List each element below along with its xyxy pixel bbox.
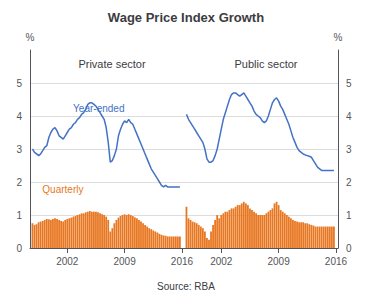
svg-text:1: 1 bbox=[16, 210, 22, 221]
svg-text:1: 1 bbox=[346, 210, 352, 221]
svg-text:%: % bbox=[334, 32, 343, 43]
svg-text:Source: RBA: Source: RBA bbox=[157, 281, 215, 292]
svg-text:2: 2 bbox=[16, 177, 22, 188]
svg-text:%: % bbox=[26, 32, 35, 43]
svg-text:Public sector: Public sector bbox=[235, 58, 298, 70]
svg-text:Quarterly: Quarterly bbox=[42, 184, 83, 195]
svg-text:4: 4 bbox=[16, 111, 22, 122]
svg-text:2016: 2016 bbox=[171, 256, 194, 267]
svg-text:3: 3 bbox=[16, 144, 22, 155]
svg-text:2: 2 bbox=[346, 177, 352, 188]
svg-text:4: 4 bbox=[346, 111, 352, 122]
svg-text:2016: 2016 bbox=[325, 256, 348, 267]
svg-text:5: 5 bbox=[346, 78, 352, 89]
svg-text:Private sector: Private sector bbox=[78, 58, 146, 70]
svg-text:0: 0 bbox=[346, 243, 352, 254]
svg-text:2002: 2002 bbox=[210, 256, 233, 267]
svg-text:5: 5 bbox=[16, 78, 22, 89]
svg-text:2002: 2002 bbox=[56, 256, 79, 267]
svg-text:3: 3 bbox=[346, 144, 352, 155]
svg-text:0: 0 bbox=[16, 243, 22, 254]
svg-text:Wage Price Index Growth: Wage Price Index Growth bbox=[108, 10, 264, 25]
svg-text:2009: 2009 bbox=[113, 256, 136, 267]
svg-text:2009: 2009 bbox=[267, 256, 290, 267]
svg-text:Year-ended: Year-ended bbox=[73, 103, 124, 114]
